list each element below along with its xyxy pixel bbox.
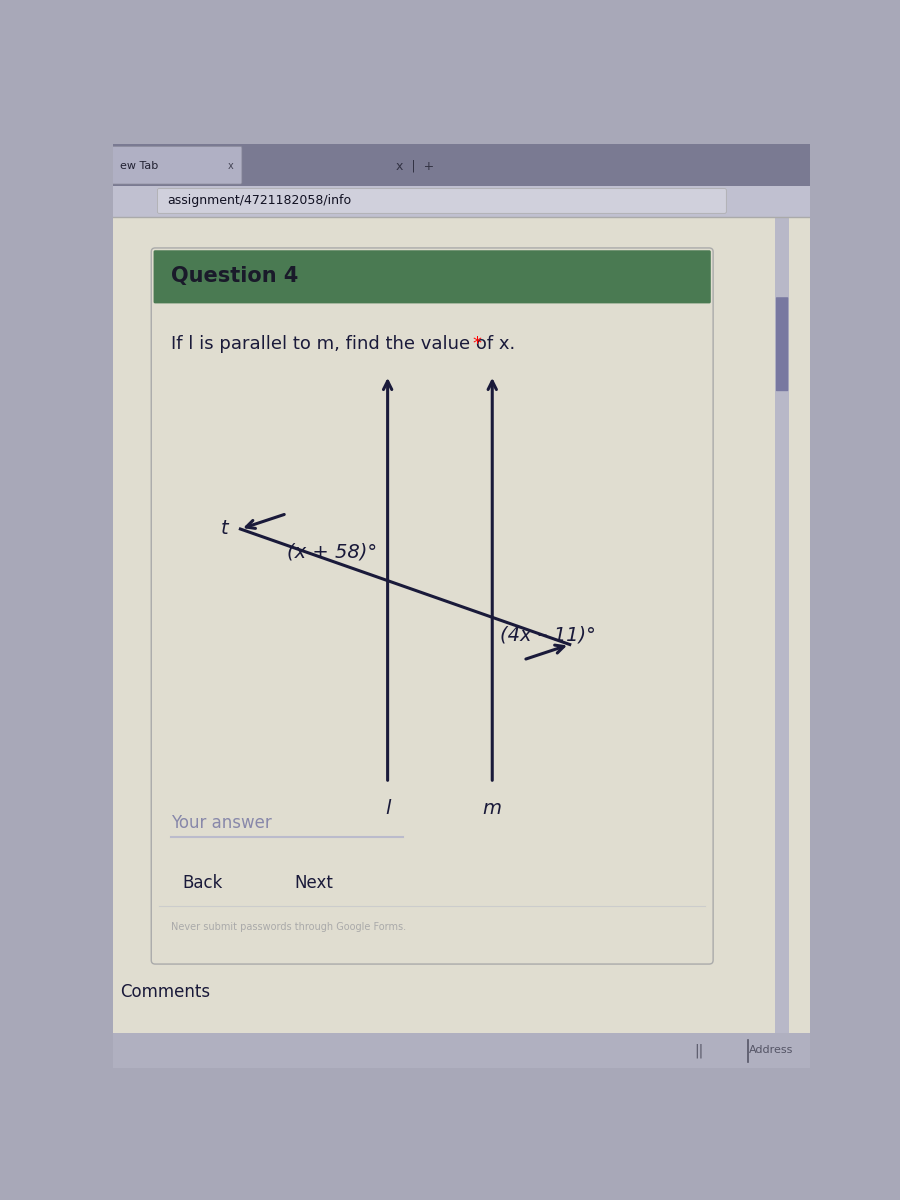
Text: Question 4: Question 4	[171, 266, 298, 287]
Bar	[112, 186, 810, 217]
Bar	[112, 144, 810, 186]
FancyBboxPatch shape	[776, 298, 788, 391]
Text: x: x	[229, 161, 234, 170]
Text: Never submit passwords through Google Forms.: Never submit passwords through Google Fo…	[171, 922, 406, 931]
Text: ew Tab: ew Tab	[121, 161, 158, 170]
Text: (4x – 11)°: (4x – 11)°	[500, 625, 596, 644]
Text: x  |  +: x | +	[396, 160, 434, 172]
Text: m: m	[482, 798, 502, 817]
Text: ||: ||	[694, 1043, 703, 1057]
Text: Address: Address	[749, 1045, 794, 1055]
Text: Your answer: Your answer	[171, 814, 272, 832]
Text: Next: Next	[294, 874, 334, 893]
FancyBboxPatch shape	[111, 146, 242, 184]
FancyBboxPatch shape	[151, 248, 713, 964]
Text: *: *	[472, 335, 482, 353]
Bar	[775, 217, 789, 1037]
Bar	[155, 276, 709, 301]
Text: Comments: Comments	[121, 983, 211, 1001]
Text: t: t	[221, 520, 229, 539]
FancyBboxPatch shape	[154, 251, 711, 304]
Text: If l is parallel to m, find the value of x.: If l is parallel to m, find the value of…	[171, 335, 515, 353]
Bar	[112, 1033, 810, 1068]
Text: Back: Back	[182, 874, 222, 893]
FancyBboxPatch shape	[158, 188, 726, 214]
Text: (x + 58)°: (x + 58)°	[287, 542, 377, 562]
Text: l: l	[385, 798, 391, 817]
Text: assignment/4721182058/info: assignment/4721182058/info	[166, 194, 351, 208]
